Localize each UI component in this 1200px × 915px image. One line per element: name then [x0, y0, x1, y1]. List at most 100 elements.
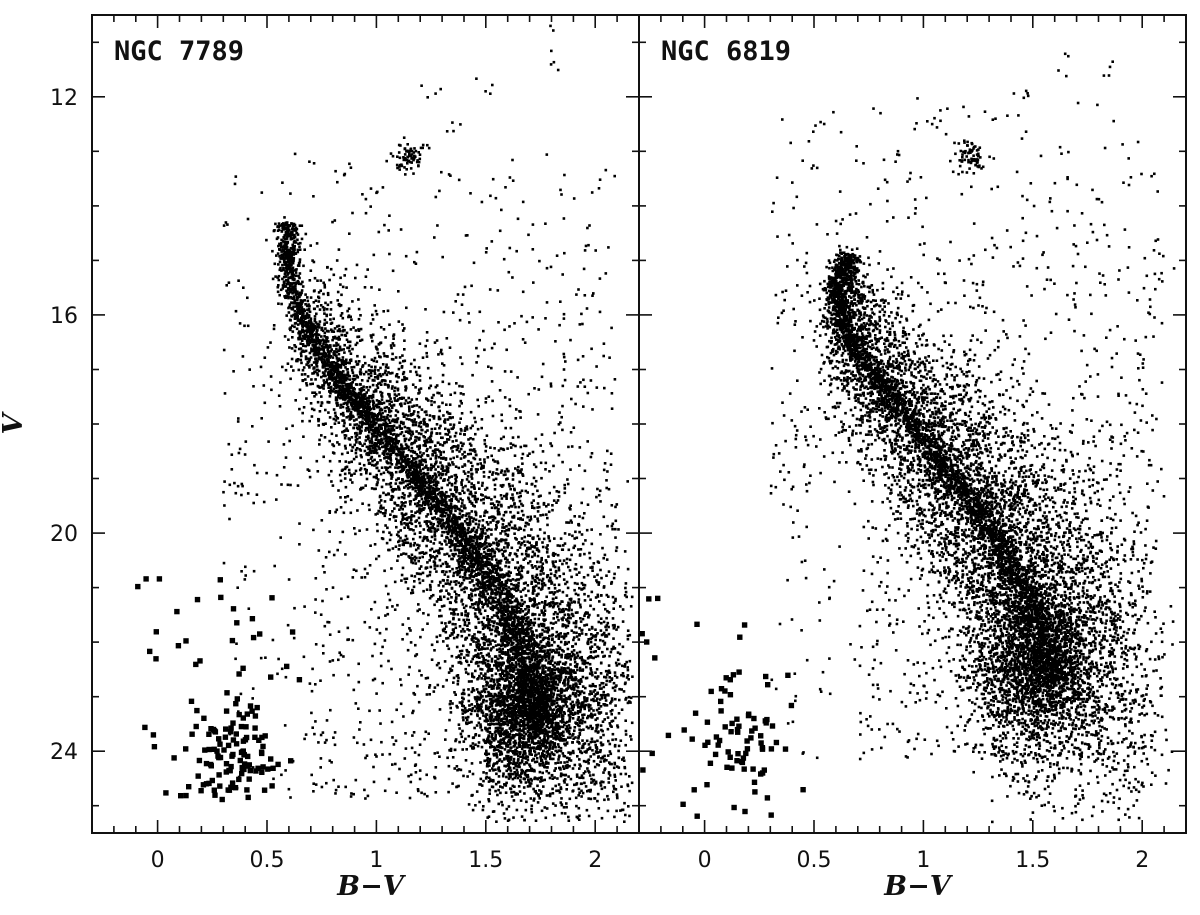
star-point: [512, 670, 515, 673]
star-point: [377, 369, 380, 372]
star-point: [324, 327, 327, 330]
star-point: [600, 787, 604, 791]
star-point: [507, 589, 511, 593]
star-point: [335, 325, 339, 328]
star-point: [448, 541, 452, 545]
star-point: [515, 808, 519, 812]
star-point: [321, 355, 325, 358]
star-point: [532, 623, 536, 627]
star-point: [460, 515, 464, 519]
star-point: [397, 485, 400, 488]
star-point: [344, 401, 347, 405]
star-point: [291, 285, 294, 289]
star-point: [409, 516, 413, 519]
star-point: [526, 684, 530, 688]
star-point: [551, 664, 555, 667]
star-point: [354, 399, 358, 402]
star-point: [375, 416, 379, 419]
star-point: [402, 450, 405, 454]
star-point: [429, 509, 432, 513]
star-point: [467, 622, 471, 625]
star-point: [373, 458, 376, 462]
star-point: [425, 544, 428, 548]
star-point: [444, 432, 447, 436]
star-point: [461, 576, 465, 579]
star-point: [525, 522, 529, 525]
star-point: [468, 530, 472, 534]
star-point: [533, 617, 537, 621]
star-point: [420, 497, 424, 501]
star-point: [312, 307, 316, 311]
star-point: [343, 381, 346, 385]
star-point: [509, 579, 512, 582]
star-point: [299, 358, 303, 362]
star-point: [479, 590, 482, 594]
star-point: [446, 438, 449, 441]
star-point: [590, 590, 594, 594]
star-point: [290, 301, 293, 304]
star-point: [466, 624, 469, 627]
star-point: [468, 550, 471, 553]
star-point: [462, 393, 465, 396]
star-point: [612, 790, 615, 794]
star-point: [578, 603, 582, 607]
star-point: [605, 624, 609, 627]
star-point: [495, 526, 498, 529]
star-point: [389, 485, 393, 489]
star-point: [607, 739, 610, 743]
star-point: [467, 497, 471, 501]
star-point: [493, 554, 496, 558]
star-point: [450, 475, 453, 478]
star-point: [394, 470, 398, 474]
star-point: [354, 403, 357, 406]
star-point: [277, 278, 281, 282]
star-point: [435, 554, 439, 558]
star-point: [525, 616, 529, 620]
star-point: [311, 334, 315, 337]
star-point: [386, 425, 389, 428]
star-point: [514, 467, 517, 470]
star-point: [458, 649, 462, 653]
star-point: [343, 472, 347, 476]
star-point: [313, 276, 317, 280]
star-point: [524, 660, 527, 663]
star-point: [591, 634, 595, 637]
star-point: [438, 426, 441, 430]
star-point: [570, 676, 574, 679]
star-point: [445, 521, 448, 524]
star-point: [538, 643, 541, 646]
star-point: [481, 561, 485, 564]
star-point: [602, 515, 606, 519]
star-point: [456, 526, 459, 530]
star-point: [325, 307, 329, 311]
star-point: [609, 650, 613, 654]
star-point: [499, 601, 503, 605]
star-point: [423, 552, 426, 555]
star-point: [524, 620, 528, 623]
star-point: [282, 280, 286, 283]
star-point: [463, 586, 467, 589]
star-point: [442, 511, 445, 514]
star-point: [436, 524, 439, 528]
star-point: [346, 390, 350, 393]
star-point: [438, 409, 441, 413]
star-point: [524, 727, 527, 730]
star-point: [407, 405, 411, 408]
star-point: [552, 714, 556, 718]
star-point: [460, 600, 463, 603]
star-point: [494, 596, 497, 599]
star-point: [541, 723, 545, 727]
star-point: [398, 425, 401, 429]
star-point: [531, 621, 534, 625]
star-point: [479, 672, 483, 675]
star-point: [578, 666, 582, 670]
star-point: [279, 266, 282, 270]
star-point: [513, 588, 517, 591]
star-point: [377, 554, 381, 558]
star-point: [460, 402, 463, 405]
star-point: [538, 776, 541, 780]
star-point: [468, 537, 471, 540]
star-point: [484, 532, 487, 535]
star-point: [514, 630, 517, 634]
star-point: [628, 659, 632, 663]
